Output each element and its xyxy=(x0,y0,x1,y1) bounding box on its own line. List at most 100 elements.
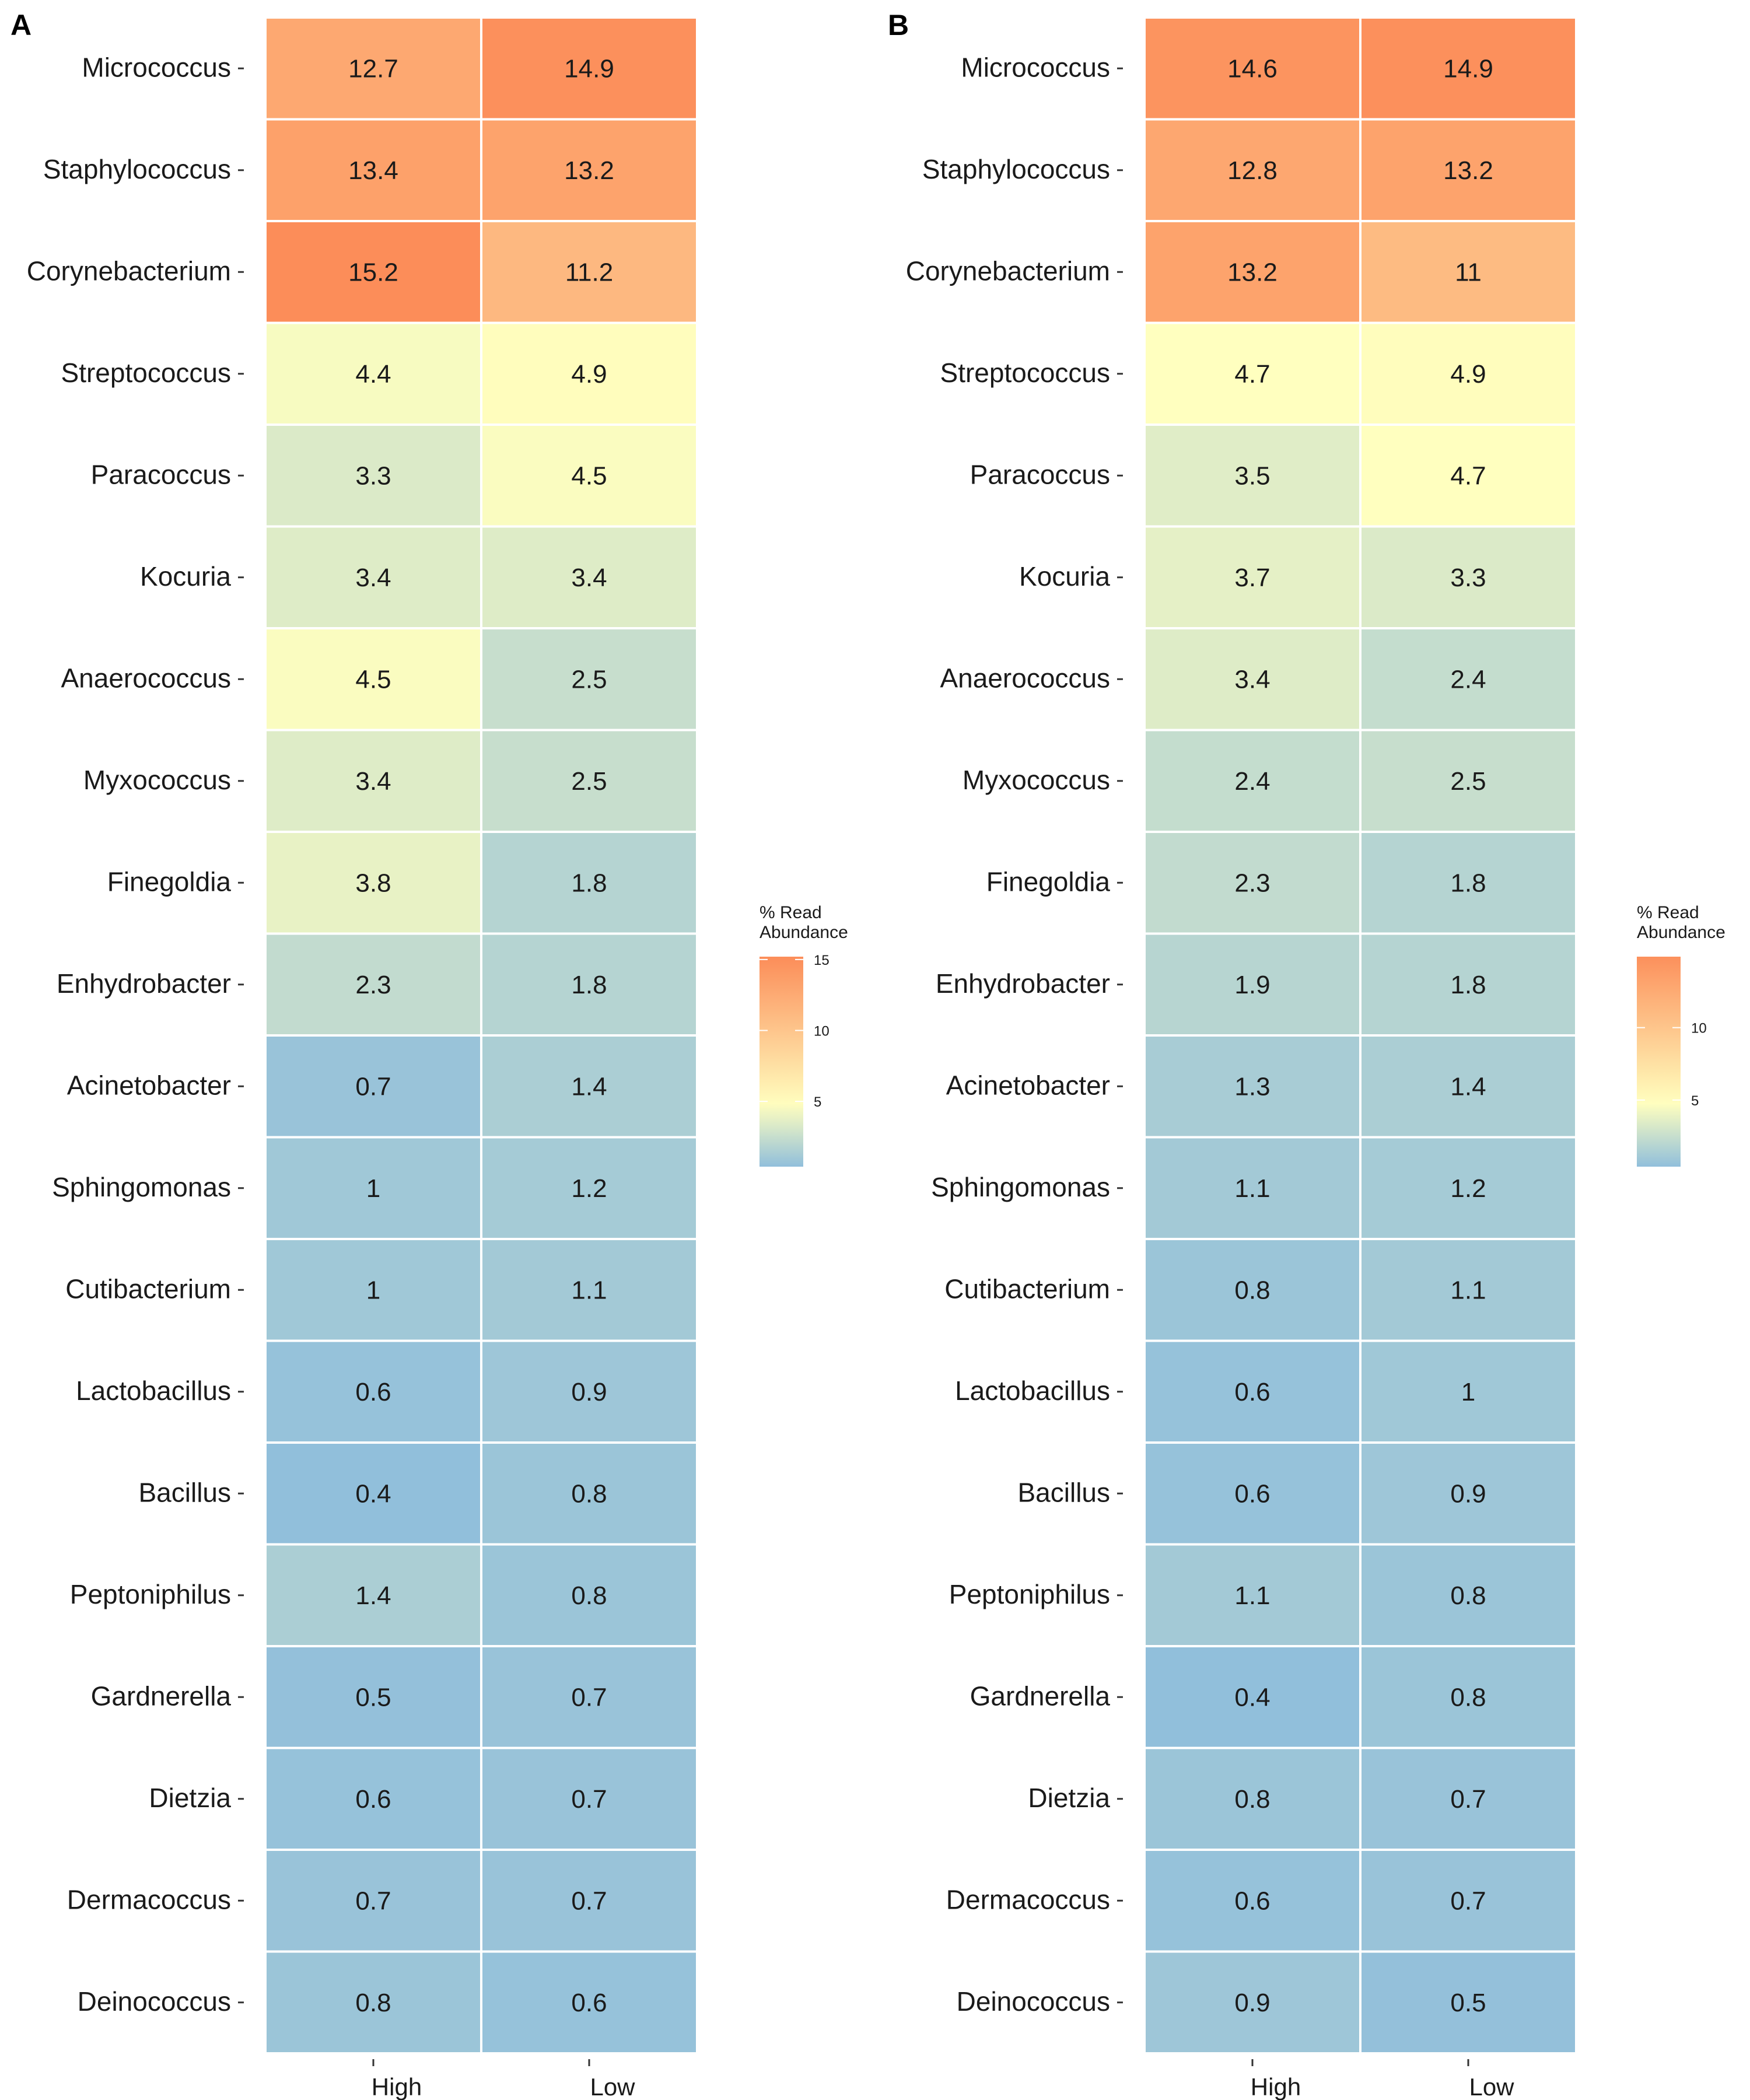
row-label-kocuria: Kocuria xyxy=(1019,561,1110,592)
legend-colorbar xyxy=(760,957,803,1167)
heatmap-cell xyxy=(1359,729,1577,833)
legend-tick-label: 15 xyxy=(814,953,830,968)
panel-a: A 12.7 14.913.4 13.215.2 11.24.4 4.93.3 4.53.… xyxy=(10,9,848,2100)
heatmap-cell xyxy=(1359,627,1577,732)
cell-value-label: 3.4 xyxy=(571,564,607,592)
cell-value-label: 0.5 xyxy=(1450,1989,1486,2017)
cell-value-label: 12.7 xyxy=(348,54,398,83)
cell-value-label: 0.5 xyxy=(355,1683,391,1712)
heatmap-cell xyxy=(1143,831,1362,935)
cell-value-label: 1.2 xyxy=(571,1174,607,1203)
cell-value-label: 1.4 xyxy=(571,1072,607,1101)
heatmap-cell xyxy=(1359,932,1577,1037)
cell-value-label: 14.9 xyxy=(564,54,614,83)
heatmap-cell xyxy=(1143,424,1362,528)
row-label-deinococcus: Deinococcus xyxy=(78,1986,231,2017)
cell-value-label: 0.7 xyxy=(355,1072,391,1101)
heatmap-cell xyxy=(1359,1746,1577,1851)
column-label-low: Low xyxy=(590,2073,635,2100)
cell-value-label: 3.7 xyxy=(1234,564,1270,592)
heatmap-cell xyxy=(264,1339,482,1444)
cell-value-label: 13.2 xyxy=(564,156,614,185)
heatmap-cell xyxy=(264,1849,482,1953)
column-label-high: High xyxy=(1251,2073,1301,2100)
cell-value-label: 3.4 xyxy=(355,767,391,796)
cell-value-label: 1.8 xyxy=(571,869,607,897)
row-label-finegoldia: Finegoldia xyxy=(986,866,1111,897)
cell-value-label: 0.4 xyxy=(355,1479,391,1508)
cell-value-label: 4.5 xyxy=(571,461,607,490)
cell-value-label: 3.8 xyxy=(355,869,391,897)
heatmap-cell xyxy=(264,831,482,935)
cell-value-label: 0.8 xyxy=(571,1581,607,1610)
heatmap-cell xyxy=(1143,627,1362,732)
row-label-acinetobacter: Acinetobacter xyxy=(67,1070,231,1100)
row-label-enhydrobacter: Enhydrobacter xyxy=(936,968,1110,999)
cell-value-label: 1.1 xyxy=(1234,1174,1270,1203)
cell-value-label: 3.3 xyxy=(355,461,391,490)
heatmap-cell xyxy=(480,1339,698,1444)
cell-value-label: 4.7 xyxy=(1234,360,1270,388)
row-label-bacillus: Bacillus xyxy=(1017,1477,1110,1507)
cell-value-label: 0.7 xyxy=(571,1785,607,1814)
heatmap-cell xyxy=(264,932,482,1037)
cell-value-label: 2.5 xyxy=(571,767,607,796)
heatmap-cell xyxy=(264,1441,482,1546)
heatmap-cell xyxy=(1359,321,1577,426)
row-label-peptoniphilus: Peptoniphilus xyxy=(70,1579,231,1609)
cell-value-label: 0.6 xyxy=(1234,1378,1270,1406)
row-label-lactobacillus: Lactobacillus xyxy=(76,1376,231,1406)
cell-value-label: 13.2 xyxy=(1443,156,1493,185)
heatmap-cell xyxy=(1143,729,1362,833)
cell-value-label: 0.8 xyxy=(1450,1683,1486,1712)
heatmap-cell xyxy=(1143,525,1362,629)
heatmap-cell xyxy=(480,1950,698,2054)
heatmap-cell xyxy=(480,627,698,732)
cell-value-label: 0.9 xyxy=(1234,1989,1270,2017)
row-label-anaerococcus: Anaerococcus xyxy=(61,663,232,693)
cell-value-label: 1.4 xyxy=(1450,1072,1486,1101)
cell-value-label: 12.8 xyxy=(1227,156,1278,185)
heatmap-cell xyxy=(1143,220,1362,324)
cell-value-label: 1 xyxy=(1461,1378,1475,1406)
heatmap-cell xyxy=(1143,932,1362,1037)
cell-value-label: 13.4 xyxy=(348,156,398,185)
row-label-gardnerella: Gardnerella xyxy=(970,1681,1111,1711)
panel-b: B 14.6 14.9 12.8 13.2 13.2 11 4.7 4.9 3.5 4.7 3.7 3… xyxy=(888,9,1726,2100)
legend-tick-label: 10 xyxy=(1691,1021,1707,1037)
legend-colorbar xyxy=(1637,957,1681,1167)
heatmap-cell xyxy=(1359,831,1577,935)
row-label-streptococcus: Streptococcus xyxy=(940,358,1110,388)
row-label-dietzia: Dietzia xyxy=(149,1783,231,1813)
row-label-sphingomonas: Sphingomonas xyxy=(931,1172,1110,1202)
legend-title-line: Abundance xyxy=(760,923,848,942)
heatmap-cell xyxy=(1143,1441,1362,1546)
heatmap-cell xyxy=(264,1034,482,1139)
legend-title-line: % Read xyxy=(1637,903,1699,922)
heatmap-cell xyxy=(480,16,698,121)
column-label-high: High xyxy=(372,2073,422,2100)
panel-letter-b: B xyxy=(888,9,909,41)
cell-value-label: 1.1 xyxy=(1234,1581,1270,1610)
row-label-acinetobacter: Acinetobacter xyxy=(946,1070,1110,1100)
heatmap-cell xyxy=(1359,118,1577,222)
row-label-enhydrobacter: Enhydrobacter xyxy=(57,968,231,999)
cell-value-label: 4.4 xyxy=(355,360,391,388)
heatmap-cell xyxy=(264,1238,482,1342)
cell-value-label: 0.8 xyxy=(1234,1276,1270,1304)
cell-value-label: 0.6 xyxy=(1234,1887,1270,1915)
cell-value-label: 1.8 xyxy=(1450,971,1486,999)
heatmap-cell xyxy=(264,118,482,222)
row-label-bacillus: Bacillus xyxy=(138,1477,231,1507)
cell-value-label: 2.5 xyxy=(1450,767,1486,796)
row-label-micrococcus: Micrococcus xyxy=(961,52,1110,82)
row-label-sphingomonas: Sphingomonas xyxy=(52,1172,231,1202)
heatmap-cell xyxy=(480,831,698,935)
heatmap-cell xyxy=(1143,1238,1362,1342)
heatmap-cell xyxy=(1359,1238,1577,1342)
cell-value-label: 0.7 xyxy=(1450,1785,1486,1814)
cell-value-label: 0.4 xyxy=(1234,1683,1270,1712)
heatmap-cell xyxy=(480,118,698,222)
heatmap-cell xyxy=(480,729,698,833)
